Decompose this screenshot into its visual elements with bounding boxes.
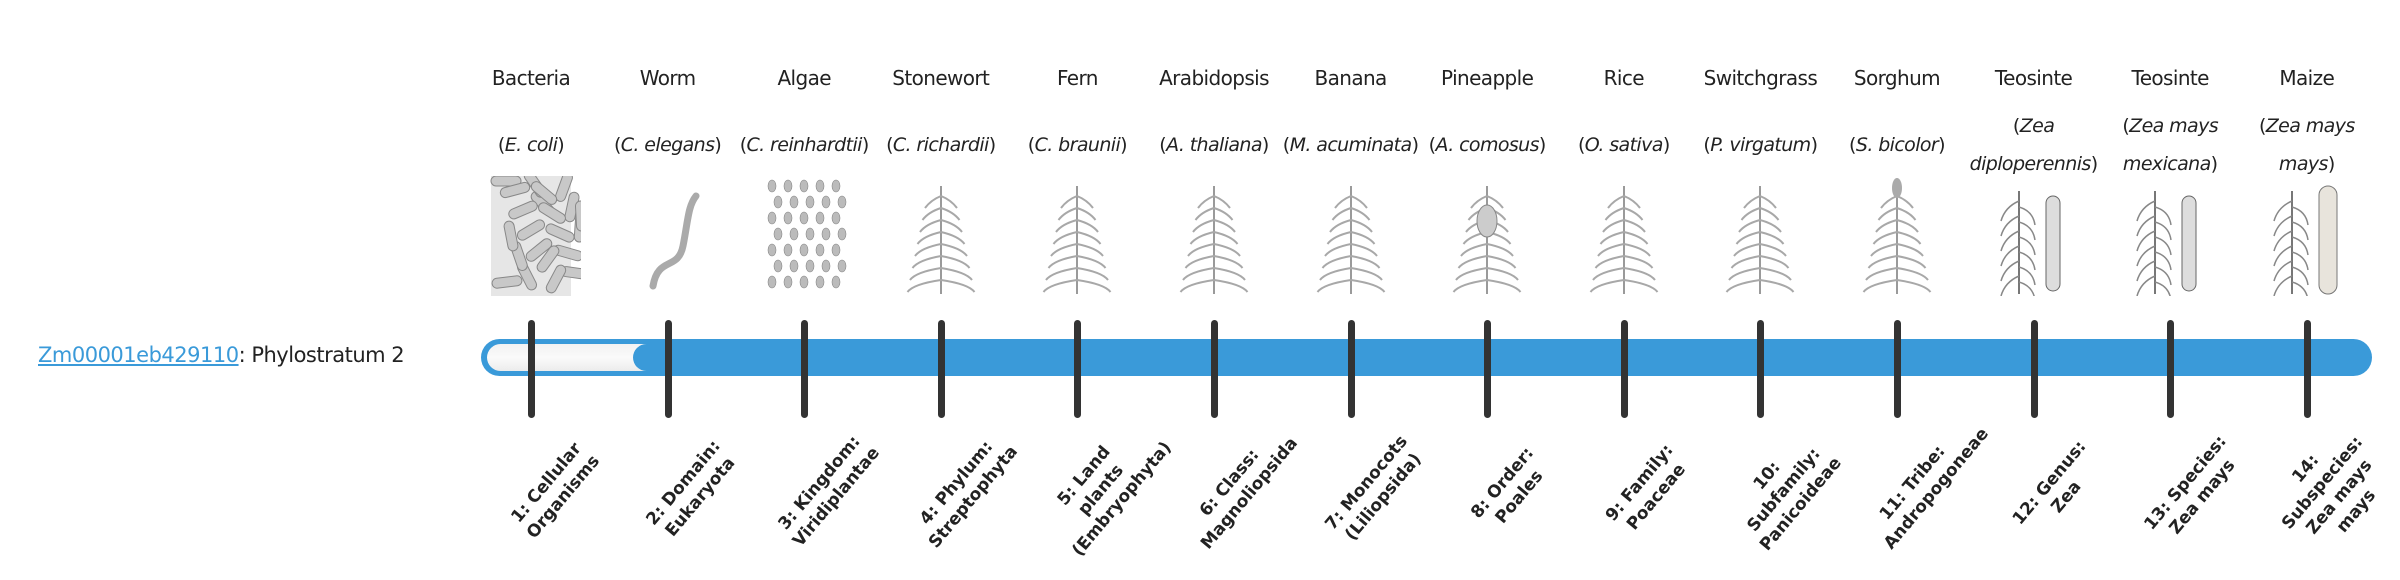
fern-icon [1027,176,1127,296]
gene-separator: : [238,343,252,367]
stratum-label: 8: Order: Poales [1467,443,1548,528]
organism-name: Rice [1603,66,1645,90]
species-name: A. comosus [1435,134,1539,156]
organism-species: (C. elegans) [613,134,722,156]
species-name: S. bicolor [1855,134,1939,156]
stratum-label: 7: Monocots (Liliopsida) [1320,431,1426,545]
switchgrass-icon [1710,176,1810,296]
stratum-label: 12: Genus: Zea [2008,437,2090,529]
maize-icon [2257,176,2357,301]
banana-icon [1301,176,1401,296]
gene-label: Zm00001eb429110: Phylostratum 2 [38,343,405,367]
stratum-tick [937,320,945,418]
pineapple-icon [1437,176,1537,296]
organism-species: (P. virgatum) [1703,134,1818,156]
stratum-tick [2030,320,2038,418]
algae-icon [754,176,854,296]
stonewort-icon [891,176,991,296]
stratum-label: 3: Kingdom: Viridiplantae [774,431,884,551]
stratum-label: 5: Land plants (Embryophyta) [1054,437,1177,561]
organism-species: (C. reinhardtii) [739,134,870,156]
teosinte-icon [2120,176,2220,301]
species-name: C. braunii [1034,134,1121,156]
bar-fill-segment [633,344,2366,371]
stratum-label: 10: Subfamily: Panicoideae [1743,444,1847,555]
stratum-tick [1211,320,1218,418]
stratum-label: 1: Cellular Organisms [507,438,604,543]
organism-name: Bacteria [491,66,571,90]
organism-name: Teosinte [2131,66,2210,90]
bacteria-icon [481,170,592,296]
organism-species: (S. bicolor) [1849,134,1946,156]
stratum-tick [1894,320,1901,418]
organism-species: (O. sativa) [1577,134,1670,156]
organism-name: Sorghum [1853,66,1941,90]
stratum-label: 9: Family: Poaceae [1601,440,1690,535]
teosinte-icon [1984,176,2084,301]
organism-species: (E. coli) [497,134,565,156]
rice-icon [1574,176,1674,296]
species-name: O. sativa [1584,134,1664,156]
species-name: Zea mays mexicana [2122,115,2219,175]
stratum-tick [2303,320,2311,418]
organism-name: Pineapple [1441,66,1534,90]
stratum-label: 6: Class: Magnoliopsida [1195,433,1302,554]
organism-species: (M. acuminata) [1282,134,1419,156]
species-name: E. coli [504,134,558,156]
organism-species: (A. thaliana) [1159,134,1269,156]
stratum-tick [2167,320,2175,418]
stratum-tick [801,320,809,418]
organism-species: (A. comosus) [1428,134,1547,156]
stratum-label: 11: Tribe: Andropogoneae [1875,424,1993,554]
gene-id-link[interactable]: Zm00001eb429110 [38,343,239,367]
stratum-tick [1757,320,1765,418]
sorghum-icon [1847,176,1947,296]
stratum-label: 14: Subspecies: Zea mays mays [2277,432,2380,539]
stratum-tick [664,320,672,418]
organism-name: Maize [2279,66,2335,90]
organism-name: Arabidopsis [1159,66,1269,90]
organism-name: Algae [777,66,831,90]
phylostratum-bar [481,339,2372,376]
organism-name: Teosinte [1994,66,2073,90]
stratum-label: 13: Species: Zea mays [2140,431,2240,539]
stratum-tick [1347,320,1355,418]
species-name: C. richardii [892,134,989,156]
worm-icon [618,176,718,296]
organism-species: (C. braunii) [1027,134,1128,156]
species-name: P. virgatum [1710,134,1811,156]
organism-name: Banana [1314,66,1387,90]
stratum-tick [1074,320,1082,418]
stratum-tick [528,320,535,418]
organism-species: (Zea mays mays) [2258,115,2355,175]
arabidopsis-icon [1164,176,1264,296]
species-name: Zea mays mays [2265,115,2355,175]
organism-species: (Zea mays mexicana) [2122,115,2219,175]
organism-species: (Zea diploperennis) [1969,115,2098,175]
species-name: Zea diploperennis [1969,115,2092,175]
stratum-tick [1484,320,1492,418]
stratum-label: 2: Domain: Eukaryota [642,436,739,541]
species-name: C. reinhardtii [746,134,863,156]
stratum-tick [1620,320,1628,418]
stratum-label: 4: Phylum: Streptophyta [915,437,1022,553]
organism-name: Stonewort [892,66,990,90]
organism-species: (C. richardii) [886,134,996,156]
phylostratum-text: Phylostratum 2 [251,343,405,367]
species-name: C. elegans [620,134,715,156]
organism-name: Switchgrass [1703,66,1818,90]
species-name: A. thaliana [1166,134,1262,156]
species-name: M. acuminata [1289,134,1413,156]
organism-name: Worm [639,66,696,90]
organism-name: Fern [1056,66,1098,90]
